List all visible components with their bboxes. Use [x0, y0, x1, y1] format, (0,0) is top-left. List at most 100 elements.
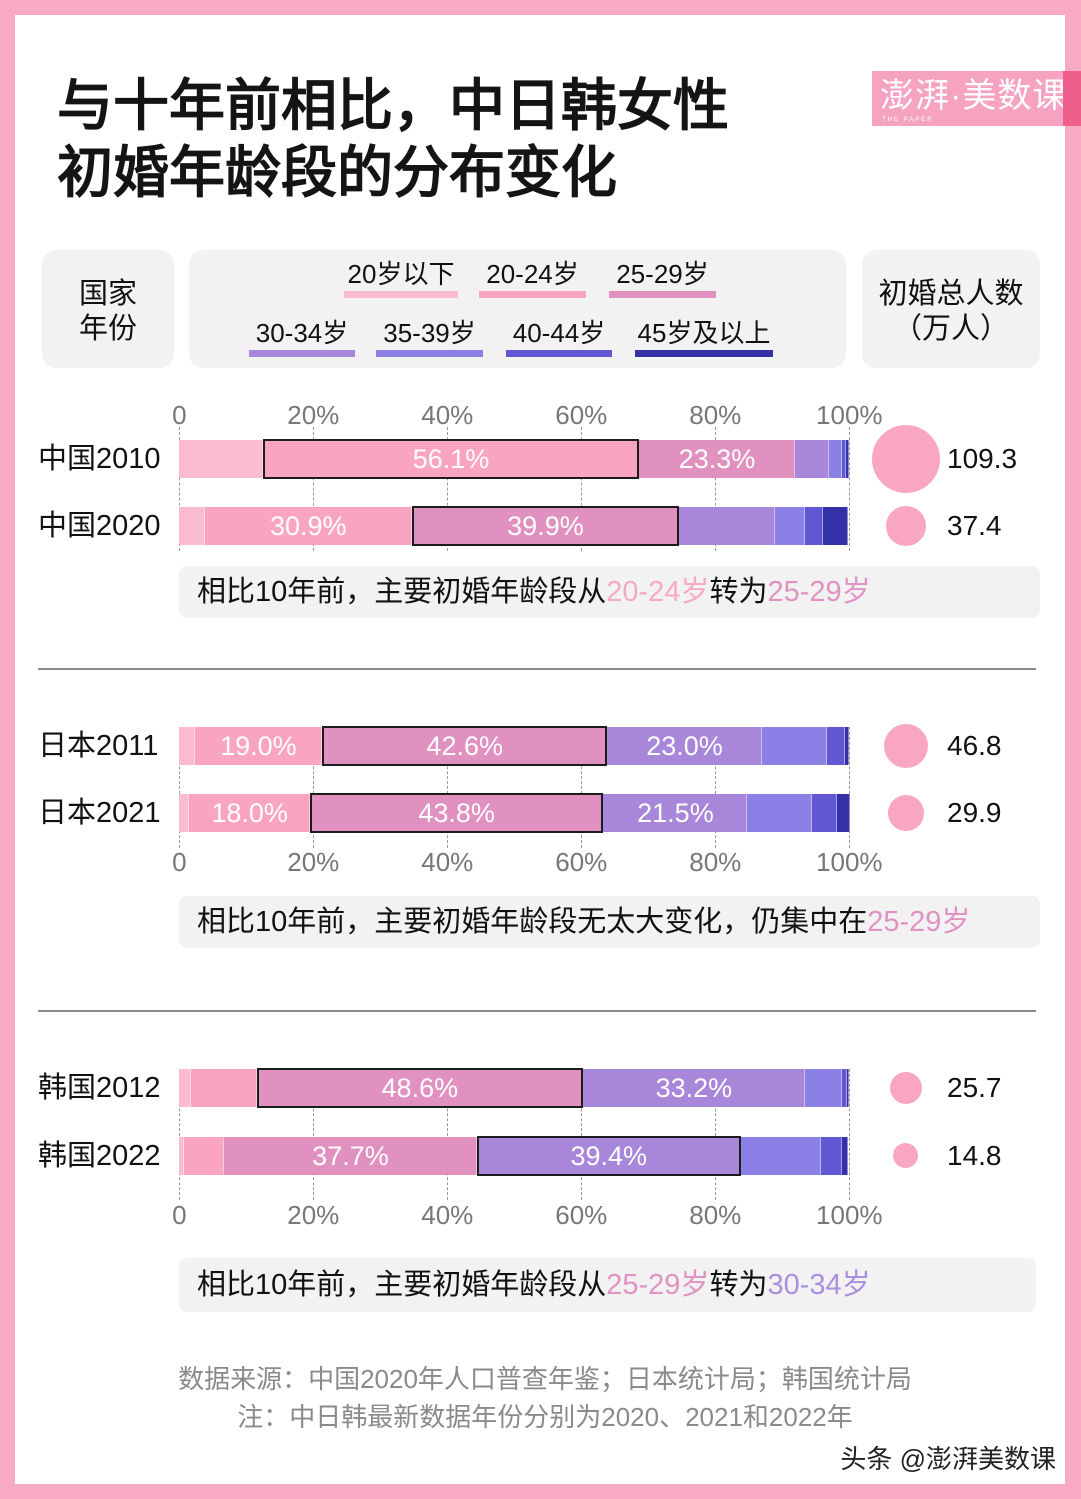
legend-label: 40-44岁	[512, 318, 606, 348]
highlight-box	[476, 1136, 741, 1176]
axis-tick-label: 80%	[689, 400, 742, 430]
total-value: 29.9	[947, 797, 1002, 828]
bar-segment	[761, 727, 828, 765]
total-value: 37.4	[947, 510, 1002, 541]
bar-segment	[190, 1069, 257, 1107]
axis-tick-label: 40%	[421, 400, 474, 430]
bar-segment	[179, 1069, 191, 1107]
segment-value-label: 43.8%	[418, 797, 495, 828]
footnote-line: 注：中日韩最新数据年份分别为2020、2021和2022年	[237, 1402, 853, 1432]
segment-value-label: 19.0%	[220, 730, 297, 761]
gridline	[849, 727, 851, 848]
logo-text: 澎湃·美数课	[880, 77, 1063, 115]
header-country-year-label: 国家 年份	[42, 277, 174, 347]
gridline	[179, 427, 181, 551]
axis-tick-label: 0	[172, 400, 187, 430]
header-year-label: 年份	[78, 313, 137, 345]
note-highlight-age-range: 20-24岁	[606, 576, 710, 608]
bar-segment	[847, 1069, 850, 1107]
source-line: 数据来源：中国2020年人口普查年鉴；日本统计局；韩国统计局	[178, 1364, 912, 1394]
bar-segment: 37.7%	[224, 1137, 477, 1175]
segment-value-label: 56.1%	[412, 443, 490, 474]
stacked-bar: 48.6% 33.2%	[179, 1068, 850, 1108]
divider	[38, 668, 1036, 670]
segment-value-label: 18.0%	[211, 797, 288, 828]
axis-tick-label: 80%	[689, 847, 742, 877]
axis-tick-label: 40%	[421, 1200, 474, 1230]
axis-tick-label: 0	[172, 847, 187, 877]
bar-segment	[774, 507, 806, 545]
bar-segment: 43.8%	[309, 794, 604, 832]
title-line-2: 初婚年龄段的分布变化	[57, 141, 617, 204]
note-highlight-age-range: 25-29岁	[606, 1269, 710, 1301]
row-label: 韩国2012	[38, 1072, 161, 1104]
bar-segment	[179, 440, 264, 478]
bar-segment	[795, 440, 830, 478]
watermark: 头条 @澎湃美数课	[840, 1444, 1056, 1474]
segment-value-label: 33.2%	[655, 1072, 733, 1103]
axis-tick-label: 100%	[816, 847, 883, 877]
legend-label: 25-29岁	[616, 259, 709, 289]
bar-segment: 48.6%	[257, 1069, 583, 1107]
bar-segment: 19.0%	[194, 727, 322, 765]
bar-segment: 23.0%	[607, 727, 762, 765]
total-value: 46.8	[947, 730, 1002, 761]
bar-segment	[827, 727, 845, 765]
legend-item-40-44: 40-44岁	[506, 318, 612, 357]
bar-segment	[679, 507, 775, 545]
gridline	[447, 727, 449, 848]
axis-tick-label: 60%	[555, 400, 608, 430]
highlight-box	[309, 793, 604, 833]
bar-segment: 56.1%	[263, 440, 639, 478]
gridline	[447, 427, 449, 551]
legend-item-30-34: 30-34岁	[249, 318, 355, 357]
bar-segment	[841, 1069, 848, 1107]
axis-tick-label: 100%	[816, 400, 883, 430]
bar-segment	[179, 727, 195, 765]
legend-swatch	[506, 350, 612, 357]
row-label: 中国2020	[38, 510, 161, 542]
header-total-unit: （万人）	[892, 313, 1009, 345]
legend-item-35-39: 35-39岁	[376, 318, 483, 357]
gridline	[581, 727, 583, 848]
segment-value-label: 48.6%	[381, 1072, 459, 1103]
segment-value-label: 39.9%	[507, 510, 584, 541]
gridline	[313, 727, 315, 848]
axis-tick-label: 20%	[287, 847, 340, 877]
bar-segment	[805, 507, 824, 545]
bar-segment	[829, 440, 842, 478]
gridline	[715, 427, 717, 551]
header-total-label: 初婚总人数 （万人）	[862, 277, 1040, 347]
axis-tick-label: 40%	[421, 847, 474, 877]
axis-tick-label: 0	[172, 1200, 187, 1230]
gridline	[849, 1069, 851, 1200]
row-label: 日本2021	[38, 797, 161, 829]
header-country-year-box: 国家 年份	[42, 250, 174, 368]
legend-label: 45岁及以上	[637, 318, 771, 348]
legend-item-45-plus: 45岁及以上	[635, 318, 773, 357]
total-bubble	[888, 795, 924, 831]
stacked-bar: 30.9% 39.9%	[179, 506, 849, 546]
header-total-title: 初婚总人数	[878, 278, 1024, 310]
bar-segment	[812, 794, 837, 832]
stacked-bar: 18.0% 43.8% 21.5%	[179, 793, 850, 833]
gridline	[179, 1069, 181, 1200]
stacked-bar: 19.0% 42.6% 23.0%	[179, 726, 849, 766]
bar-segment: 39.9%	[411, 507, 680, 545]
bar-segment	[823, 507, 848, 545]
stacked-bar: 37.7% 39.4%	[179, 1136, 849, 1176]
legend-swatch	[376, 350, 483, 357]
page-title: 与十年前相比，中日韩女性 初婚年龄段的分布变化	[57, 72, 729, 206]
bar-segment	[179, 794, 190, 832]
legend-item-under-20: 20岁以下	[344, 259, 458, 298]
gridline	[715, 727, 717, 848]
axis-tick-label: 100%	[816, 1200, 883, 1230]
legend-label: 35-39岁	[383, 318, 476, 348]
gridline	[849, 427, 851, 551]
divider	[38, 1010, 1036, 1012]
bar-segment	[805, 1069, 842, 1107]
note-text: 相比10年前，主要初婚年龄段从	[197, 1269, 607, 1301]
legend-box: 20岁以下 20-24岁 25-29岁 30-34岁 35-39岁 40-44岁…	[189, 250, 846, 368]
segment-value-label: 37.7%	[312, 1140, 389, 1171]
